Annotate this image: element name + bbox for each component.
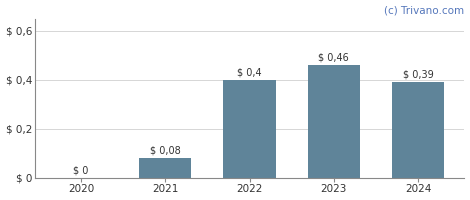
Text: $ 0,39: $ 0,39: [403, 70, 433, 80]
Text: $ 0,46: $ 0,46: [319, 53, 349, 63]
Bar: [223, 80, 276, 178]
Bar: [139, 158, 191, 178]
Bar: [392, 82, 444, 178]
Text: $ 0,08: $ 0,08: [150, 146, 180, 156]
Bar: [308, 65, 360, 178]
Text: $ 0: $ 0: [73, 165, 89, 175]
Text: $ 0,4: $ 0,4: [237, 67, 262, 77]
Text: (c) Trivano.com: (c) Trivano.com: [384, 5, 464, 15]
